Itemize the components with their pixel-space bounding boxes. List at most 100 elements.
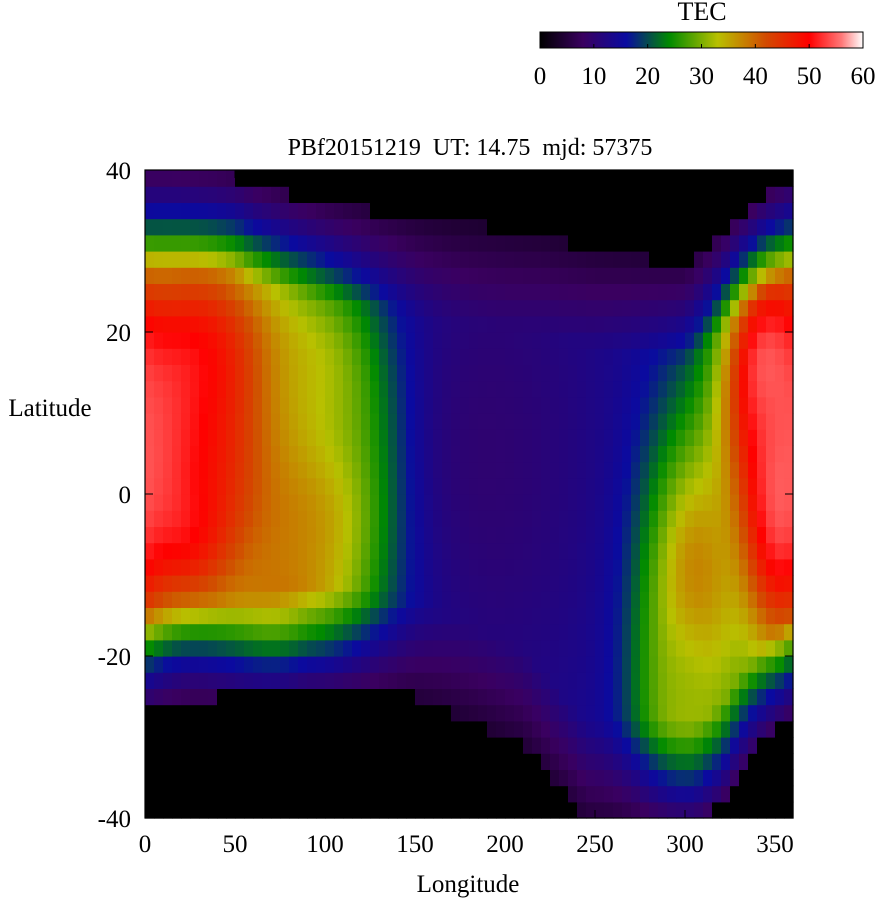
heatmap-cell: [361, 785, 371, 803]
heatmap-cell: [703, 494, 713, 511]
heatmap-cell: [748, 315, 758, 333]
heatmap-cell: [694, 639, 704, 657]
heatmap-cell: [397, 591, 407, 608]
heatmap-cell: [217, 688, 227, 706]
heatmap-cell: [235, 623, 245, 641]
heatmap-cell: [532, 202, 542, 220]
heatmap-cell: [604, 785, 614, 803]
heatmap-cell: [721, 575, 731, 592]
heatmap-cell: [676, 769, 686, 787]
heatmap-cell: [361, 656, 371, 673]
heatmap-cell: [253, 737, 263, 754]
heatmap-cell: [406, 737, 416, 754]
heatmap-cell: [523, 251, 533, 268]
heatmap-cell: [730, 445, 740, 463]
heatmap-cell: [586, 348, 596, 365]
heatmap-cell: [316, 413, 326, 430]
heatmap-cell: [370, 380, 380, 398]
heatmap-cell: [316, 429, 326, 446]
heatmap-cell: [415, 396, 425, 414]
heatmap-cell: [262, 396, 272, 414]
heatmap-cell: [730, 769, 740, 787]
heatmap-cell: [442, 753, 452, 770]
heatmap-cell: [730, 575, 740, 592]
heatmap-cell: [658, 396, 668, 414]
heatmap-cell: [343, 413, 353, 430]
heatmap-cell: [433, 639, 443, 657]
heatmap-cell: [217, 720, 227, 738]
heatmap-cell: [604, 704, 614, 722]
heatmap-cell: [217, 429, 227, 446]
heatmap-cell: [181, 526, 191, 544]
heatmap-cell: [541, 461, 551, 479]
heatmap-cell: [253, 396, 263, 414]
heatmap-cell: [172, 477, 182, 495]
heatmap-cell: [757, 445, 767, 463]
heatmap-cell: [415, 720, 425, 738]
heatmap-cell: [505, 558, 515, 576]
heatmap-cell: [613, 348, 623, 365]
heatmap-cell: [388, 494, 398, 511]
heatmap-cell: [595, 218, 605, 236]
heatmap-cell: [433, 267, 443, 284]
heatmap-cell: [343, 639, 353, 657]
heatmap-cell: [163, 656, 173, 673]
colorbar-tick-label: 60: [851, 63, 876, 90]
heatmap-cell: [361, 283, 371, 301]
heatmap-cell: [253, 461, 263, 479]
heatmap-cell: [505, 267, 515, 284]
heatmap-cell: [505, 380, 515, 398]
heatmap-cell: [685, 396, 695, 414]
heatmap-cell: [604, 413, 614, 430]
heatmap-cell: [235, 672, 245, 689]
heatmap-cell: [253, 704, 263, 722]
heatmap-cell: [523, 380, 533, 398]
heatmap-cell: [460, 364, 470, 382]
heatmap-cell: [433, 558, 443, 576]
heatmap-cell: [622, 737, 632, 754]
heatmap-cell: [217, 639, 227, 657]
heatmap-cell: [523, 704, 533, 722]
heatmap-cell: [379, 510, 389, 527]
heatmap-cell: [685, 510, 695, 527]
heatmap-cell: [352, 591, 362, 608]
heatmap-cell: [685, 445, 695, 463]
heatmap-cell: [406, 558, 416, 576]
heatmap-cell: [415, 704, 425, 722]
heatmap-cell: [622, 704, 632, 722]
heatmap-cell: [613, 445, 623, 463]
heatmap-cell: [649, 623, 659, 641]
heatmap-cell: [334, 542, 344, 560]
heatmap-cell: [496, 218, 506, 236]
heatmap-cell: [154, 218, 164, 236]
heatmap-cell: [370, 575, 380, 592]
heatmap-cell: [352, 234, 362, 252]
heatmap-cell: [532, 672, 542, 689]
heatmap-cell: [172, 753, 182, 770]
heatmap-cell: [199, 477, 209, 495]
heatmap-cell: [433, 315, 443, 333]
heatmap-cell: [406, 461, 416, 479]
heatmap-cell: [775, 542, 785, 560]
heatmap-cell: [676, 753, 686, 770]
heatmap-cell: [730, 558, 740, 576]
heatmap-cell: [568, 332, 578, 349]
heatmap-cell: [154, 688, 164, 706]
heatmap-cell: [361, 348, 371, 365]
heatmap-cell: [289, 575, 299, 592]
heatmap-cell: [676, 202, 686, 220]
heatmap-cell: [487, 720, 497, 738]
heatmap-cell: [298, 558, 308, 576]
heatmap-cell: [442, 704, 452, 722]
heatmap-cell: [703, 251, 713, 268]
heatmap-cell: [658, 623, 668, 641]
heatmap-cell: [757, 575, 767, 592]
heatmap-cell: [163, 623, 173, 641]
heatmap-cell: [379, 737, 389, 754]
heatmap-cell: [415, 591, 425, 608]
heatmap-cell: [370, 607, 380, 625]
heatmap-cell: [703, 623, 713, 641]
heatmap-cell: [280, 753, 290, 770]
heatmap-cell: [541, 267, 551, 284]
heatmap-cell: [145, 234, 155, 252]
